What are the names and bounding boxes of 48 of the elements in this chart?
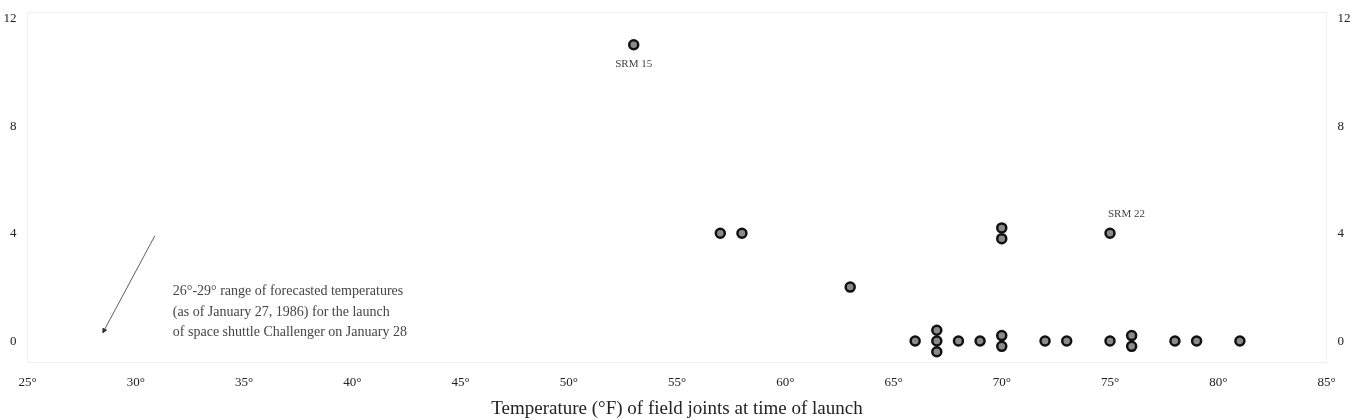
y-tick-label: 0: [10, 332, 17, 348]
point: [996, 340, 1008, 353]
point: [931, 335, 943, 347]
point: [1039, 335, 1051, 347]
y2-tick-label: 12: [1337, 9, 1351, 25]
y-tick-label: 12: [3, 9, 17, 25]
x-tick-label: 40°: [343, 373, 362, 389]
y-tick-label: 4: [10, 225, 17, 241]
point: [714, 227, 727, 240]
point: [974, 335, 986, 347]
y2-tick-label: 8: [1337, 117, 1344, 133]
point: [952, 335, 965, 347]
point: [736, 227, 748, 240]
x-axis-title: Temperature (°F) of field joints at time of launch: [491, 396, 864, 419]
x-tick-label: 70°: [992, 373, 1011, 389]
point: [627, 39, 640, 51]
point: [931, 345, 943, 358]
point: [996, 329, 1008, 342]
x-tick-label: 75°: [1100, 373, 1120, 389]
point: [931, 324, 943, 336]
point: [996, 222, 1008, 234]
point: [1104, 227, 1116, 240]
y2-tick-label: 4: [1337, 225, 1345, 241]
point: [1060, 335, 1073, 347]
x-tick-label: 60°: [776, 373, 795, 389]
x-tick-label: 30°: [126, 373, 145, 389]
point: [1169, 335, 1181, 347]
point: [909, 335, 921, 347]
point: [1234, 335, 1246, 347]
x-tick-label: 50°: [559, 373, 578, 389]
x-tick-label: 25°: [18, 373, 37, 389]
annotation: SRM 22: [1108, 207, 1145, 220]
annotation: SRM 15: [615, 56, 653, 69]
point: [996, 232, 1008, 245]
point: [1104, 335, 1116, 347]
point: [1125, 329, 1138, 342]
point: [844, 281, 856, 293]
x-tick-label: 80°: [1209, 373, 1228, 389]
x-tick-label: 35°: [234, 373, 254, 389]
annotation: 26°-29° range of forecasted temperatures (as of January 27, 1986) for the launch of space shuttle Challenger on January 28: [172, 283, 407, 339]
x-tick-label: 55°: [667, 373, 687, 389]
x-tick-label: 85°: [1317, 373, 1336, 389]
point: [1190, 335, 1203, 347]
y2-tick-label: 0: [1337, 332, 1344, 348]
y-tick-label: 8: [10, 117, 17, 133]
point: [1125, 340, 1138, 353]
x-tick-label: 45°: [451, 373, 470, 389]
x-tick-label: 65°: [884, 373, 903, 389]
